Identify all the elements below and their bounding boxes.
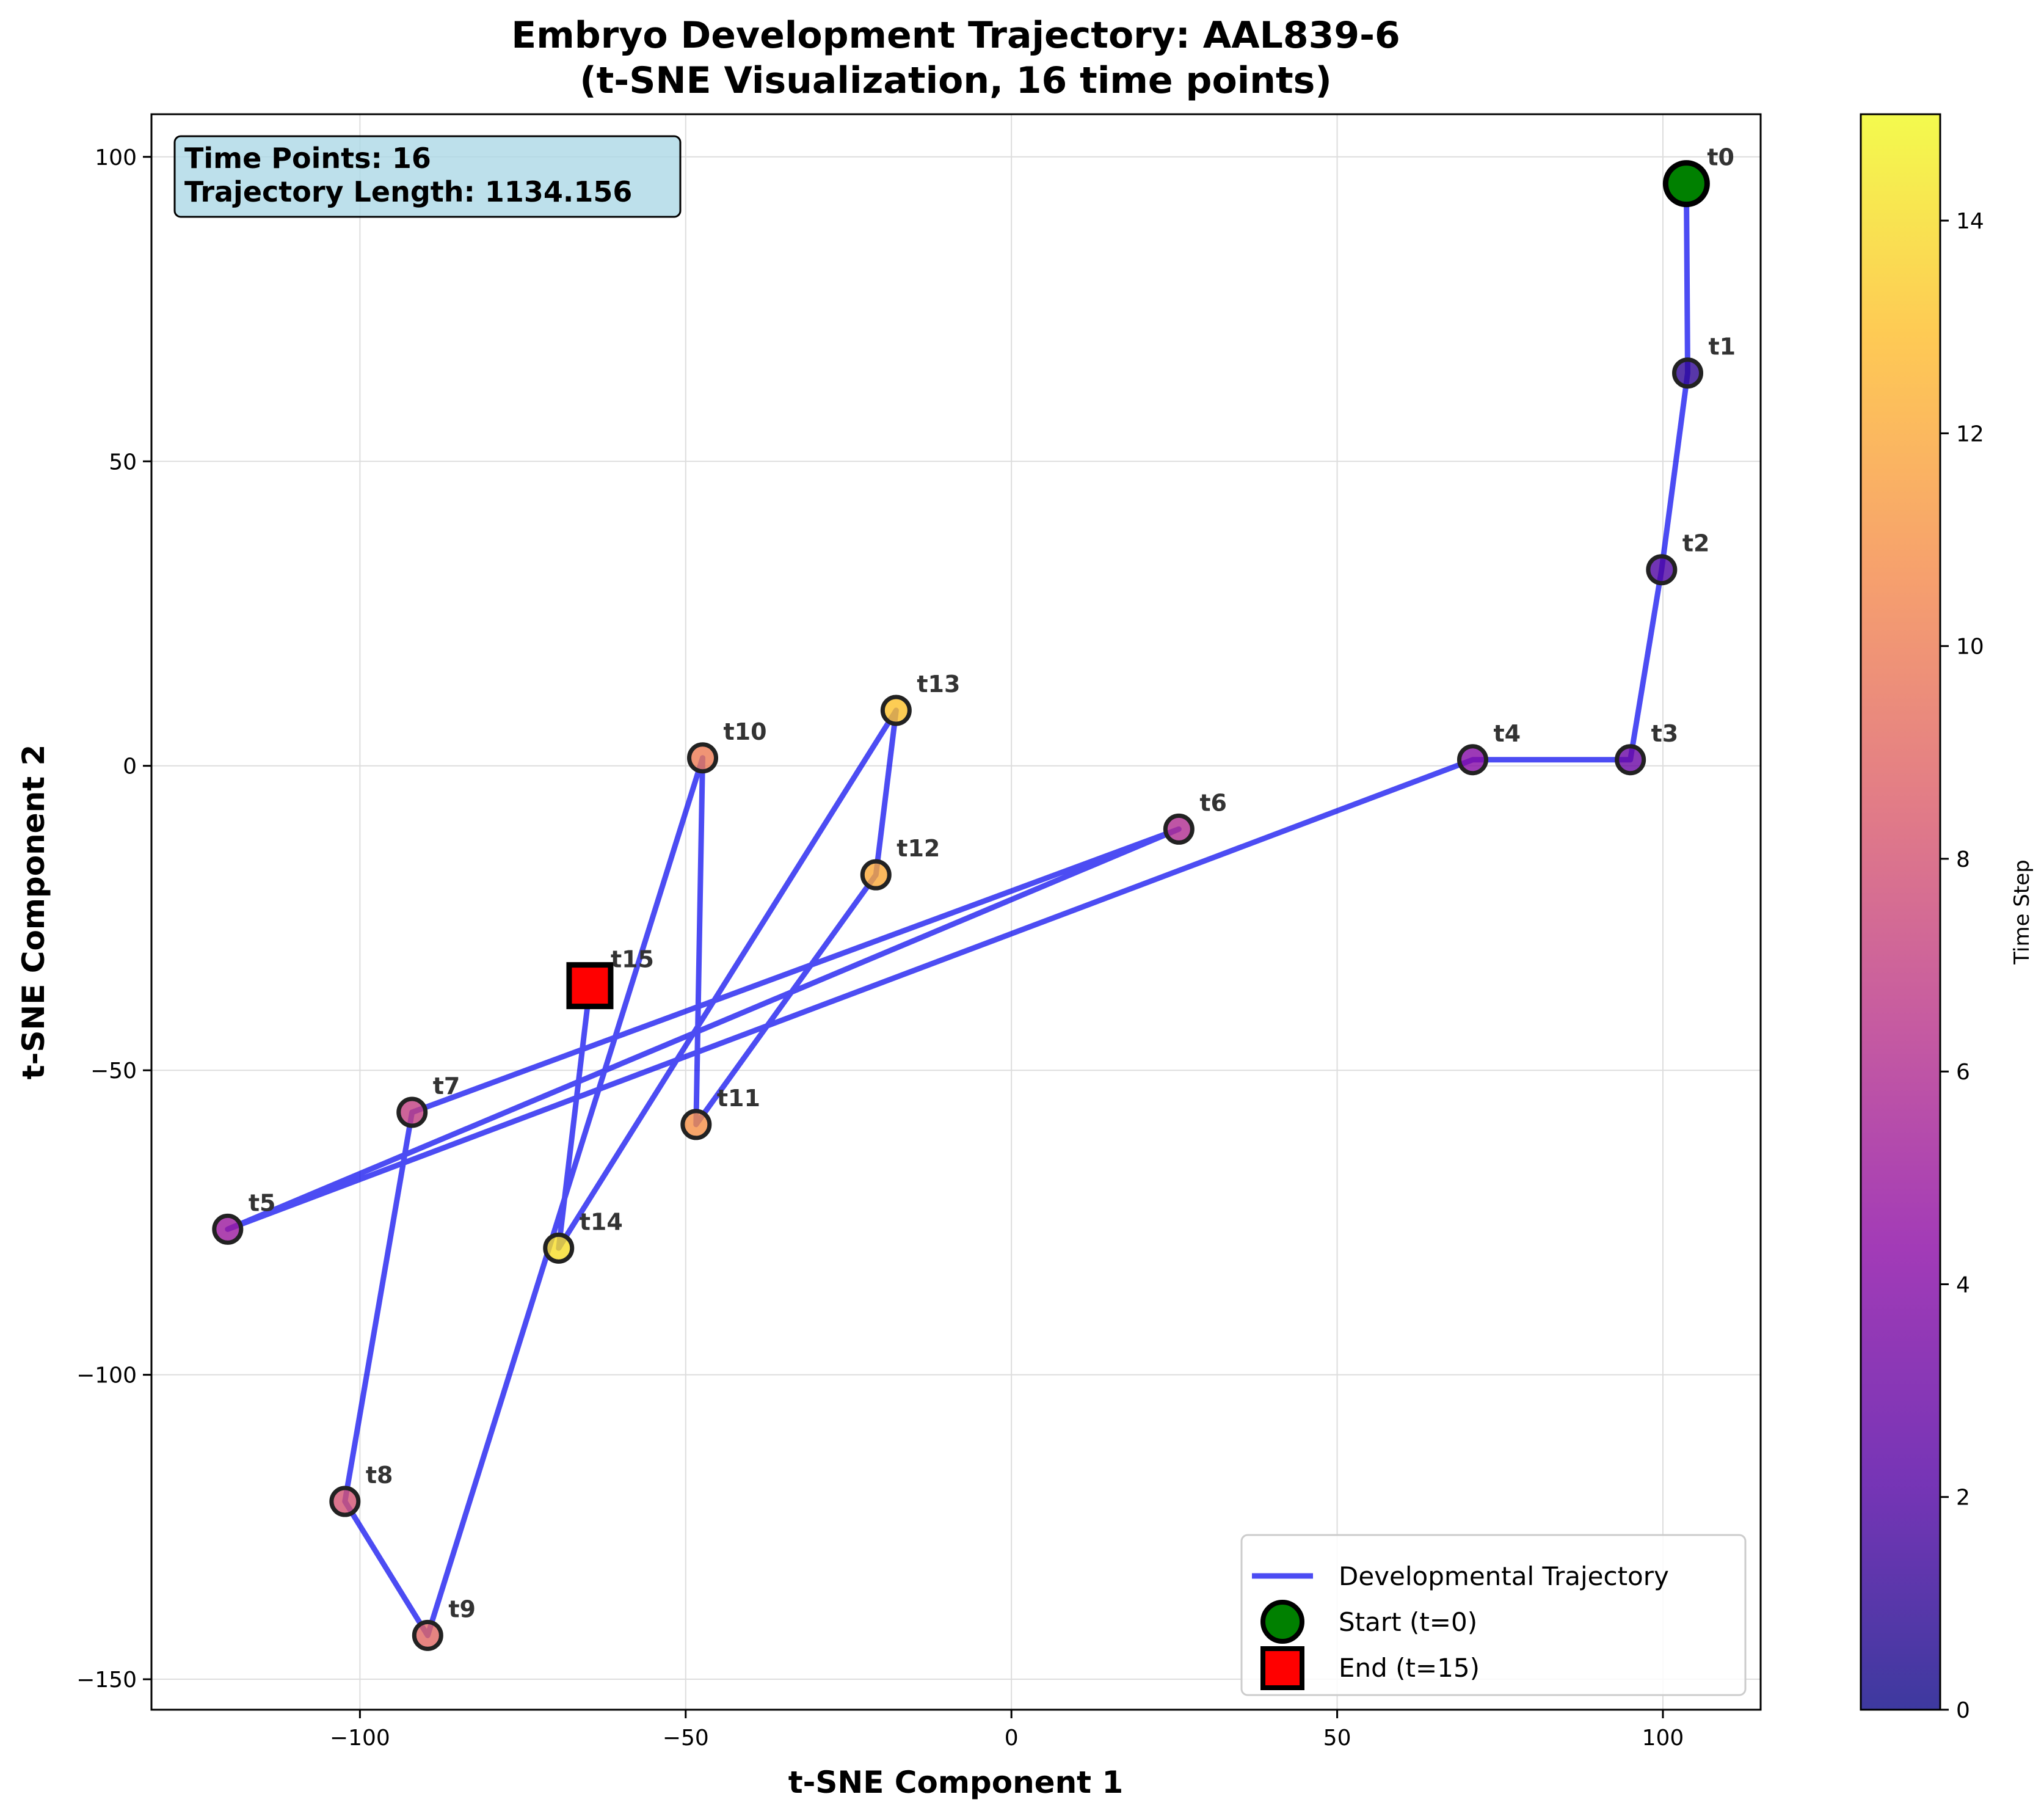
y-axis-label: t-SNE Component 2	[16, 745, 51, 1080]
data-point-t3	[1615, 744, 1646, 776]
y-tick-label: −100	[76, 1363, 137, 1388]
x-tick-label: 100	[1642, 1726, 1684, 1751]
end-marker	[566, 962, 614, 1010]
colorbar-tick-label: 12	[1956, 421, 1984, 447]
data-point-t9	[412, 1619, 443, 1651]
data-point-t6	[1163, 813, 1195, 845]
point-label-t2: t2	[1682, 530, 1710, 557]
legend-trajectory-label: Developmental Trajectory	[1339, 1561, 1669, 1591]
legend-end-label: End (t=15)	[1339, 1653, 1480, 1683]
point-label-t11: t11	[717, 1085, 760, 1112]
data-point-t4	[1457, 744, 1488, 776]
info-time-points: Time Points: 16	[184, 142, 431, 175]
x-axis-ticks: −100 −50 0 50 100	[330, 1710, 1684, 1751]
data-point-t10	[687, 742, 719, 774]
trajectory-line	[225, 183, 1690, 1638]
y-tick-label: 100	[95, 145, 137, 170]
colorbar: 0 2 4 6 8 10 12 14 Time Step	[1860, 113, 2034, 1723]
grid	[151, 114, 1761, 1710]
point-label-t9: t9	[448, 1595, 476, 1622]
legend-start-label: Start (t=0)	[1339, 1607, 1477, 1637]
data-point-t5	[212, 1213, 244, 1245]
colorbar-tick-label: 2	[1956, 1486, 1970, 1511]
data-point-t2	[1646, 554, 1678, 586]
colorbar-label: Time Step	[2010, 859, 2034, 965]
y-tick-label: 0	[123, 754, 137, 779]
point-label-t12: t12	[897, 835, 940, 862]
chart-subtitle: (t-SNE Visualization, 16 time points)	[580, 59, 1332, 102]
point-label-t14: t14	[580, 1208, 623, 1235]
point-label-t13: t13	[917, 671, 960, 698]
data-point-t12	[860, 859, 892, 891]
x-tick-label: 50	[1323, 1726, 1351, 1751]
point-label-t15: t15	[611, 946, 654, 973]
legend-frame	[1240, 1534, 1747, 1696]
colorbar-tick-label: 10	[1956, 635, 1984, 660]
x-tick-label: 0	[1005, 1726, 1019, 1751]
info-box-background	[173, 135, 682, 218]
info-box: Time Points: 16 Trajectory Length: 1134.…	[173, 135, 682, 218]
data-point-t13	[880, 695, 912, 726]
point-label-t7: t7	[433, 1073, 460, 1099]
legend-end-swatch	[1260, 1646, 1304, 1690]
point-label-t8: t8	[366, 1462, 393, 1489]
point-label-t6: t6	[1199, 789, 1227, 816]
x-tick-label: −50	[663, 1726, 709, 1751]
x-axis-label: t-SNE Component 1	[788, 1765, 1124, 1800]
data-point-t8	[329, 1486, 361, 1517]
y-axis-ticks: −150 −100 −50 0 50 100	[76, 145, 151, 1693]
point-label-t5: t5	[249, 1189, 276, 1216]
point-label-t4: t4	[1493, 720, 1521, 747]
point-label-t0: t0	[1707, 144, 1734, 171]
trajectory	[225, 183, 1690, 1638]
colorbar-tick-label: 14	[1956, 209, 1984, 234]
colorbar-tick-label: 0	[1956, 1698, 1970, 1723]
y-tick-label: 50	[109, 450, 137, 475]
data-point-t1	[1672, 357, 1704, 389]
y-tick-label: −50	[90, 1059, 137, 1084]
colorbar-tick-label: 8	[1956, 847, 1970, 872]
colorbar-gradient	[1860, 113, 1941, 1711]
colorbar-ticks: 0 2 4 6 8 10 12 14	[1940, 209, 1984, 1723]
point-labels: t0 t1 t2 t3 t4 t5 t6 t7 t8 t9 t10 t11 t12 t13 t14 t15	[249, 144, 1736, 1623]
chart-title: Embryo Development Trajectory: AAL839-6	[511, 14, 1400, 57]
data-point-t7	[396, 1096, 428, 1128]
point-label-t10: t10	[724, 718, 767, 745]
x-tick-label: −100	[330, 1726, 390, 1751]
legend-start-swatch	[1260, 1600, 1304, 1644]
start-marker	[1662, 160, 1710, 208]
point-label-t3: t3	[1651, 720, 1679, 747]
y-tick-label: −150	[76, 1668, 137, 1693]
data-point-t11	[680, 1109, 712, 1140]
plot-frame	[150, 113, 1762, 1711]
colorbar-tick-label: 6	[1956, 1060, 1970, 1085]
info-trajectory-length: Trajectory Length: 1134.156	[184, 175, 632, 208]
colorbar-tick-label: 4	[1956, 1272, 1970, 1297]
data-point-t14	[543, 1232, 575, 1264]
point-label-t1: t1	[1709, 334, 1736, 360]
legend: Developmental Trajectory Start (t=0) End…	[1240, 1534, 1747, 1696]
data-points	[212, 160, 1710, 1651]
